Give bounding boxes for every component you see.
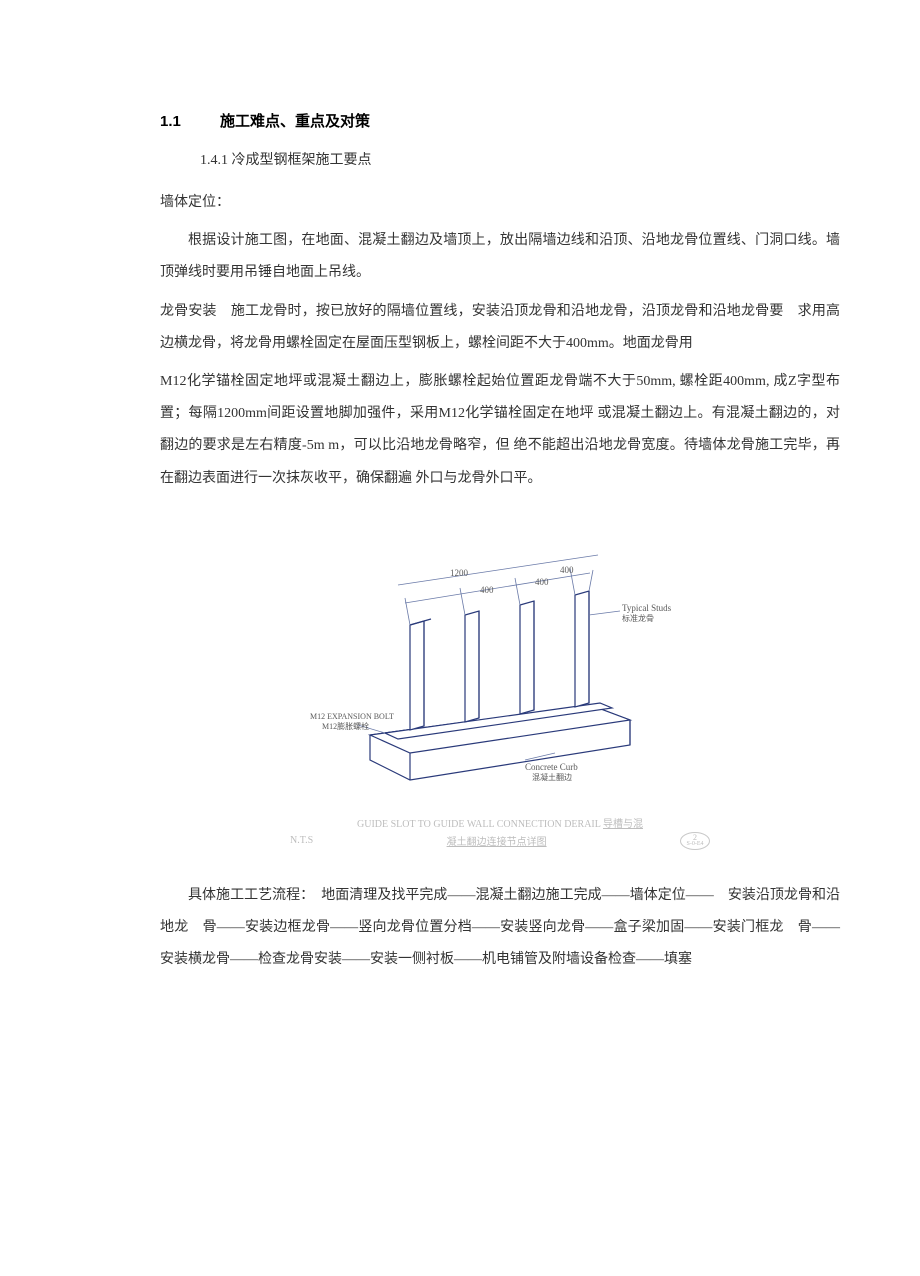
caption-en: GUIDE SLOT TO GUIDE WALL CONNECTION DERA… — [357, 819, 603, 830]
keel-install-paragraph: 龙骨安装 施工龙骨时，按已放好的隔墙位置线，安装沿顶龙骨和沿地龙骨，沿顶龙骨和沿… — [160, 296, 840, 360]
wall-positioning-label: 墙体定位： — [160, 187, 840, 219]
caption-cn-1: 导槽与混 — [603, 819, 643, 830]
caption-oval-top: 2 — [693, 834, 697, 841]
caption-cn-2: 凝土翻边连接节点详图 — [313, 833, 680, 848]
typical-studs-en: Typical Studs — [622, 603, 672, 613]
section-heading: 1.1 施工难点、重点及对策 — [160, 110, 840, 131]
stud-3 — [520, 601, 534, 714]
diagram-container: 1200 400 400 400 Typical Studs 标准龙骨 M12 … — [160, 535, 840, 785]
diagram-caption: GUIDE SLOT TO GUIDE WALL CONNECTION DERA… — [290, 815, 710, 850]
leader-studs — [589, 611, 620, 615]
dim-1200: 1200 — [450, 568, 469, 578]
document-page: 1.1 施工难点、重点及对策 1.4.1 冷成型钢框架施工要点 墙体定位： 根据… — [0, 0, 920, 1050]
caption-line-2: N.T.S 凝土翻边连接节点详图 2 S-0-E4 — [290, 832, 710, 850]
caption-oval-bot: S-0-E4 — [687, 841, 704, 848]
bolt-en: M12 EXPANSION BOLT — [310, 712, 394, 721]
wall-positioning-paragraph: 根据设计施工图，在地面、混凝土翻边及墙顶上，放出隔墙边线和沿顶、沿地龙骨位置线、… — [160, 225, 840, 289]
stud-diagram: 1200 400 400 400 Typical Studs 标准龙骨 M12 … — [310, 535, 690, 785]
curb-cn: 混凝土翻边 — [532, 772, 572, 782]
heading-number: 1.1 — [160, 113, 220, 130]
stud-1 — [410, 619, 431, 730]
bolt-cn: M12膨胀螺栓 — [322, 721, 369, 731]
curb-en: Concrete Curb — [525, 762, 578, 772]
caption-nts: N.T.S — [290, 835, 313, 846]
dim-400a: 400 — [480, 585, 494, 595]
caption-bubble: 2 S-0-E4 — [680, 832, 710, 850]
subsection-number: 1.4.1 冷成型钢框架施工要点 — [200, 149, 840, 169]
m12-paragraph: M12化学锚栓固定地坪或混凝土翻边上，膨胀螺栓起始位置距龙骨端不大于50mm, … — [160, 366, 840, 495]
stud-4 — [575, 591, 589, 707]
heading-title: 施工难点、重点及对策 — [220, 110, 370, 131]
stud-2 — [465, 611, 479, 722]
process-flow-paragraph: 具体施工工艺流程： 地面清理及找平完成——混凝土翻边施工完成——墙体定位—— 安… — [160, 880, 840, 977]
typical-studs-cn: 标准龙骨 — [622, 613, 654, 623]
dim-400c: 400 — [560, 565, 574, 575]
dim-400b: 400 — [535, 577, 549, 587]
caption-line-1: GUIDE SLOT TO GUIDE WALL CONNECTION DERA… — [290, 815, 710, 830]
